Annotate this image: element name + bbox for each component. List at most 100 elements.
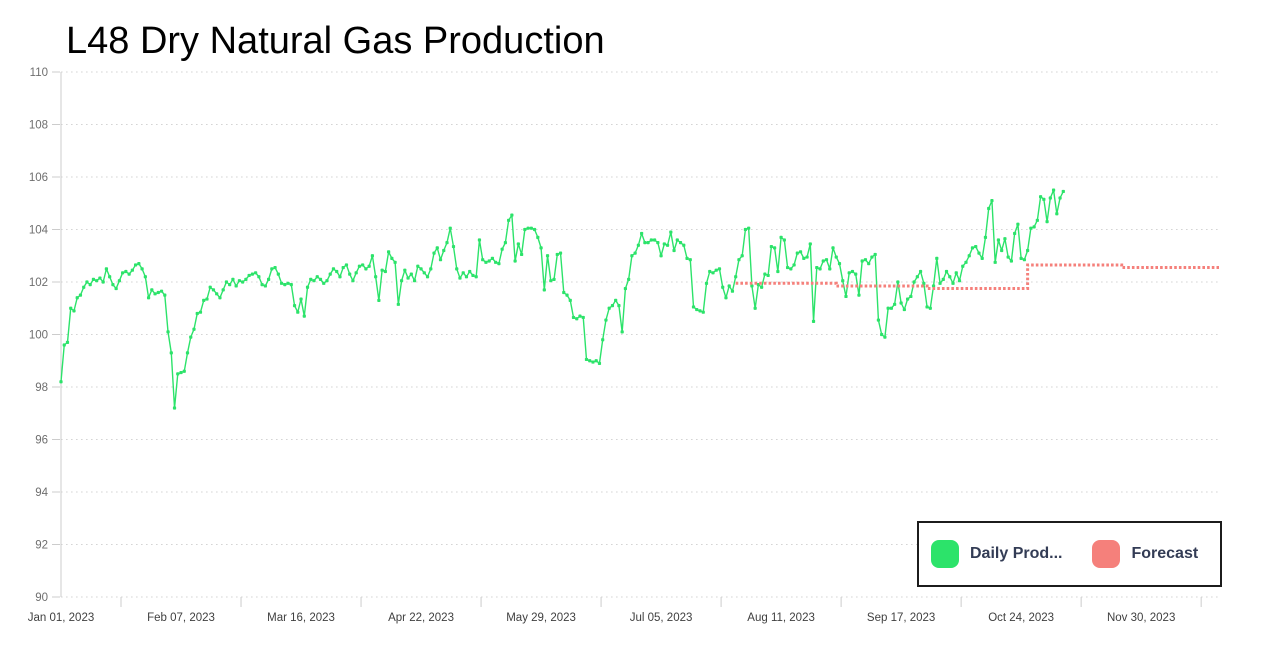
daily-production-marker bbox=[763, 272, 767, 276]
y-tick-label: 108 bbox=[29, 120, 48, 132]
daily-production-marker bbox=[169, 351, 173, 355]
daily-production-marker bbox=[146, 296, 151, 300]
daily-production-marker bbox=[870, 255, 874, 259]
daily-production-marker bbox=[568, 298, 572, 302]
daily-production-marker bbox=[1042, 197, 1046, 201]
daily-production-marker bbox=[847, 271, 851, 275]
daily-production-marker bbox=[873, 252, 877, 257]
daily-production-marker bbox=[309, 277, 313, 281]
daily-production-marker bbox=[630, 254, 634, 258]
daily-production-marker bbox=[442, 248, 446, 253]
daily-production-marker bbox=[82, 285, 86, 289]
daily-production-marker bbox=[302, 314, 306, 318]
daily-production-marker bbox=[665, 243, 670, 247]
daily-production-series[interactable] bbox=[59, 188, 1065, 410]
forecast-swatch-icon bbox=[1092, 540, 1121, 568]
daily-production-marker bbox=[468, 269, 472, 274]
daily-production-marker bbox=[636, 243, 640, 247]
daily-production-marker bbox=[241, 280, 245, 284]
legend-item-daily-production[interactable]: Daily Prod... bbox=[931, 540, 1062, 568]
daily-production-marker bbox=[114, 286, 118, 291]
daily-production-marker bbox=[1022, 258, 1026, 262]
daily-production-marker bbox=[481, 258, 485, 262]
daily-production-marker bbox=[237, 279, 241, 283]
daily-production-marker bbox=[578, 314, 582, 318]
daily-production-marker bbox=[231, 277, 235, 281]
daily-production-marker bbox=[944, 269, 949, 274]
y-tick-label: 94 bbox=[35, 487, 48, 499]
daily-production-marker bbox=[458, 276, 462, 280]
daily-production-marker bbox=[409, 272, 413, 276]
y-axis-labels: 90 92 94 96 98 100 102 104 106 108 110 bbox=[29, 67, 49, 604]
daily-production-marker bbox=[91, 277, 96, 281]
daily-production-marker bbox=[260, 283, 264, 287]
daily-production-marker bbox=[69, 306, 73, 310]
daily-production-marker bbox=[584, 357, 589, 362]
daily-production-marker bbox=[393, 260, 397, 264]
daily-production-marker bbox=[516, 242, 520, 246]
daily-production-marker bbox=[753, 306, 757, 310]
daily-production-marker bbox=[318, 277, 323, 281]
daily-production-marker bbox=[708, 269, 712, 274]
daily-production-marker bbox=[438, 258, 443, 262]
daily-production-marker bbox=[127, 272, 131, 276]
daily-production-marker bbox=[85, 280, 89, 284]
daily-production-marker bbox=[374, 275, 378, 279]
daily-production-marker bbox=[951, 281, 955, 285]
daily-production-marker bbox=[688, 258, 692, 262]
daily-production-marker bbox=[798, 250, 803, 254]
daily-production-marker bbox=[983, 235, 988, 239]
x-tick-label: Mar 16, 2023 bbox=[267, 612, 335, 624]
daily-production-marker bbox=[928, 306, 932, 310]
daily-production-marker bbox=[228, 283, 232, 287]
daily-production-marker bbox=[938, 281, 942, 285]
daily-production-marker bbox=[555, 252, 559, 257]
daily-production-marker bbox=[886, 306, 890, 310]
daily-production-marker bbox=[623, 286, 627, 291]
daily-production-marker bbox=[1032, 225, 1036, 229]
daily-production-line[interactable] bbox=[60, 189, 1064, 409]
daily-production-legend-label: Daily Prod... bbox=[970, 545, 1063, 562]
x-tick-label: Sep 17, 2023 bbox=[867, 612, 935, 624]
legend-item-forecast[interactable]: Forecast bbox=[1092, 540, 1198, 568]
x-tick-label: Aug 11, 2023 bbox=[747, 612, 815, 624]
daily-production-marker bbox=[510, 213, 514, 217]
daily-production-marker bbox=[620, 330, 624, 334]
daily-production-marker bbox=[451, 244, 456, 249]
x-axis-labels: Jan 01, 2023 Feb 07, 2023 Mar 16, 2023 Apr … bbox=[28, 597, 1202, 624]
legend: Daily Prod... Forecast bbox=[917, 521, 1222, 587]
daily-production-marker bbox=[341, 265, 345, 270]
daily-production-marker bbox=[893, 302, 897, 306]
daily-production-marker bbox=[721, 285, 725, 289]
daily-production-marker bbox=[659, 254, 663, 258]
daily-production-marker bbox=[821, 259, 825, 263]
daily-production-marker bbox=[802, 256, 806, 260]
daily-production-marker bbox=[361, 263, 365, 267]
daily-production-marker bbox=[695, 307, 699, 312]
y-tick-label: 90 bbox=[35, 592, 48, 604]
y-tick-label: 106 bbox=[29, 172, 48, 184]
y-tick-label: 104 bbox=[29, 225, 49, 237]
daily-production-marker bbox=[896, 280, 900, 284]
daily-production-marker bbox=[364, 267, 368, 271]
daily-production-marker bbox=[202, 298, 206, 302]
daily-production-marker bbox=[354, 271, 358, 275]
daily-production-marker bbox=[860, 259, 864, 263]
x-tick-label: Jul 05, 2023 bbox=[630, 612, 693, 624]
daily-production-marker bbox=[497, 262, 501, 266]
daily-production-marker bbox=[1039, 195, 1043, 199]
daily-production-marker bbox=[996, 238, 1001, 242]
daily-production-marker bbox=[532, 227, 537, 232]
x-tick-label: May 29, 2023 bbox=[506, 612, 576, 624]
daily-production-marker bbox=[205, 297, 209, 301]
daily-production-marker bbox=[549, 279, 553, 283]
daily-production-marker bbox=[221, 288, 225, 292]
daily-production-marker bbox=[471, 273, 475, 278]
daily-production-marker bbox=[273, 265, 277, 270]
daily-production-marker bbox=[876, 318, 881, 322]
forecast-line[interactable] bbox=[735, 263, 1219, 291]
daily-production-marker bbox=[279, 281, 284, 285]
daily-production-marker bbox=[153, 292, 157, 296]
daily-production-marker bbox=[607, 306, 611, 310]
